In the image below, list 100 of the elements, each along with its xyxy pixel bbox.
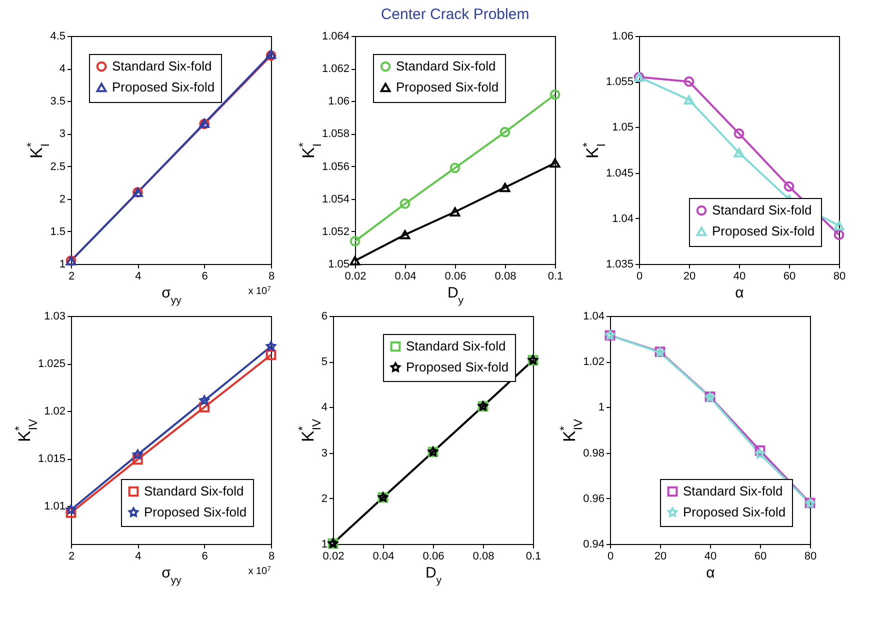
legend-label: Proposed Six-fold <box>396 80 499 94</box>
x-tick-label: 2 <box>68 270 75 282</box>
point <box>754 445 766 456</box>
x-axis-title: D$_{y}$ <box>425 564 442 586</box>
chart-title: Center Crack Problem <box>380 6 530 23</box>
legend-label: Proposed Six-fold <box>712 224 815 238</box>
point <box>784 181 794 192</box>
x-tick-label: 20 <box>683 270 696 282</box>
legend-label: Standard Six-fold <box>144 484 244 498</box>
y-tick-label: 1.054 <box>322 193 350 206</box>
y-tick-label: 1.055 <box>606 76 634 88</box>
point <box>684 95 694 104</box>
point <box>734 128 744 139</box>
legend-label: Proposed Six-fold <box>683 504 786 520</box>
x-tick-label: 0.1 <box>526 550 542 562</box>
y-tick-label: 0.96 <box>583 492 604 505</box>
y-tick-label: 1.5 <box>50 226 66 238</box>
x-tick-label: 4 <box>135 270 142 282</box>
point <box>500 126 510 138</box>
y-tick-label: 1.015 <box>38 453 66 465</box>
point <box>734 148 744 158</box>
point <box>266 350 276 360</box>
y-tick-label: 1.064 <box>322 30 350 42</box>
y-tick-label: 1 <box>59 258 66 270</box>
point <box>350 256 360 266</box>
point <box>400 198 410 209</box>
y-tick-label: 1.06 <box>612 30 634 42</box>
y-tick-label: 2 <box>59 193 66 206</box>
y-tick-label: 1.062 <box>322 63 350 76</box>
legend-label: Standard Six-fold <box>683 484 783 498</box>
y-tick-label: 1.02 <box>44 406 66 418</box>
y-tick-label: 1.03 <box>44 310 66 322</box>
y-tick-label: 3.5 <box>50 96 66 108</box>
x-tick-label: 40 <box>733 270 746 282</box>
x-tick-label: 4 <box>135 550 142 562</box>
x-tick-label: 60 <box>754 550 767 562</box>
legend-label: Proposed Six-fold <box>144 504 247 520</box>
y-tick-label: 5 <box>321 356 328 368</box>
legend-label: Standard Six-fold <box>712 202 812 218</box>
y-tick-label: 0.94 <box>583 538 604 550</box>
y-tick-label: 2.5 <box>50 160 66 173</box>
y-tick-label: 1 <box>598 402 604 414</box>
x-tick-label: 0.02 <box>322 550 344 562</box>
y-tick-label: 3 <box>59 128 66 140</box>
y-tick-label: 1.05 <box>612 122 634 134</box>
y-tick-label: 4 <box>321 402 328 414</box>
y-tick-label: 1.04 <box>583 310 604 322</box>
x-tick-label: 20 <box>654 550 667 562</box>
point <box>132 450 143 460</box>
x-tick-label: 0.04 <box>372 550 394 562</box>
y-tick-label: 1.025 <box>38 358 66 370</box>
point <box>450 162 460 174</box>
x-tick-label: 2 <box>68 550 75 562</box>
x-tick-label: 0.02 <box>344 270 366 282</box>
legend-label: Standard Six-fold <box>406 338 506 354</box>
x-tick-label: 0 <box>607 550 614 562</box>
x-tick-label: 8 <box>268 550 275 562</box>
y-tick-label: 1.045 <box>606 167 634 180</box>
y-tick-label: 1.052 <box>322 226 350 238</box>
x-axis-title: α <box>706 564 716 582</box>
text: x 10$^{7}$ <box>248 286 272 297</box>
point <box>684 76 694 87</box>
point <box>550 89 560 100</box>
y-tick-label: 6 <box>321 310 328 322</box>
point <box>834 230 844 240</box>
y-tick-label: 1.04 <box>612 212 634 225</box>
x-axis-title: α <box>735 284 744 302</box>
x-tick-label: 80 <box>804 550 817 562</box>
point <box>550 158 560 168</box>
x-axis-title: D$_{y}$ <box>447 284 464 306</box>
point <box>450 207 460 217</box>
y-tick-label: 1.01 <box>44 500 66 512</box>
y-tick-label: 1.02 <box>583 356 604 368</box>
legend-label: Proposed Six-fold <box>406 360 509 374</box>
y-tick-label: 1 <box>321 538 328 550</box>
x-tick-label: 0.1 <box>548 270 564 282</box>
x-tick-label: 0.06 <box>422 550 444 562</box>
x-tick-label: 6 <box>202 550 208 562</box>
point <box>66 507 76 518</box>
x-tick-label: 80 <box>833 270 846 282</box>
point <box>755 448 765 458</box>
x-axis-title: σ$_{yy}$ <box>162 564 182 586</box>
point <box>500 182 510 192</box>
point <box>834 221 844 230</box>
point <box>350 236 360 246</box>
x-tick-label: 8 <box>268 270 275 282</box>
y-tick-label: 2 <box>321 492 328 505</box>
y-tick-label: 1.035 <box>606 258 634 270</box>
x-tick-label: 0 <box>636 270 643 282</box>
y-tick-label: 1.06 <box>328 96 350 108</box>
x-tick-label: 0.08 <box>494 270 516 282</box>
x-tick-label: 0.08 <box>472 550 494 562</box>
legend-label: Standard Six-fold <box>396 58 496 74</box>
point <box>66 504 76 514</box>
x-axis-title: σ$_{yy}$ <box>162 284 182 306</box>
y-tick-label: 1.056 <box>322 160 350 173</box>
legend-label: Proposed Six-fold <box>112 80 215 94</box>
point <box>266 341 276 351</box>
point <box>132 454 143 465</box>
x-tick-label: 40 <box>704 550 717 562</box>
